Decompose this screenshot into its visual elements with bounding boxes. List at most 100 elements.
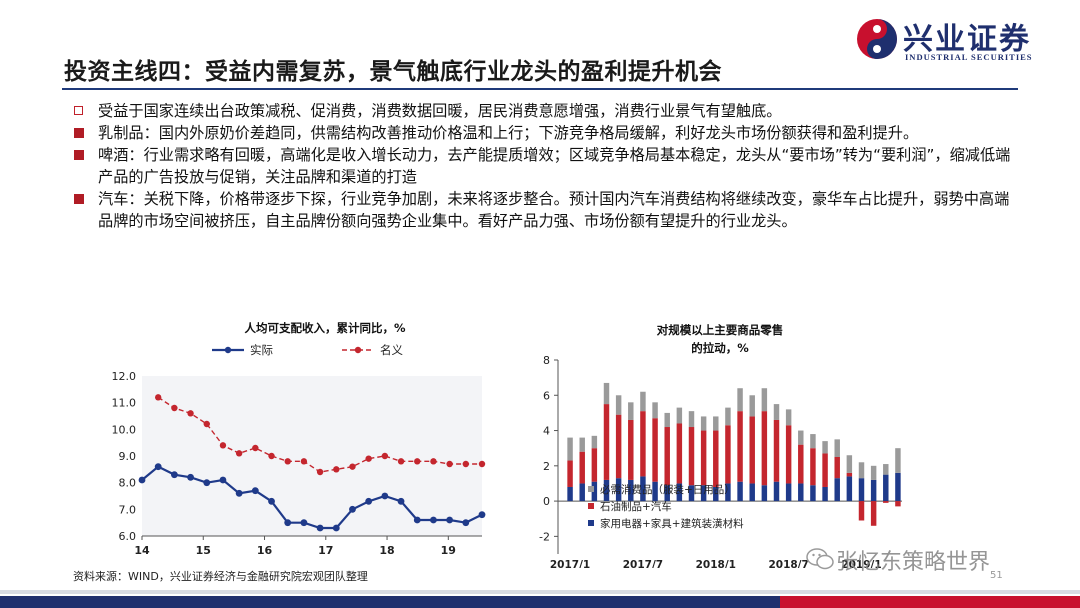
bar-segment-必需消费品（服装+日用品）	[652, 402, 658, 419]
data-point	[187, 410, 194, 417]
bar-segment-必需消费品（服装+日用品）	[676, 407, 683, 424]
bar-segment-石油制品+汽车	[870, 501, 877, 526]
data-point	[462, 519, 470, 527]
legend-label: 石油制品+汽车	[600, 500, 672, 513]
bar-segment-石油制品+汽车	[810, 448, 816, 486]
data-point	[316, 468, 324, 476]
bar-segment-必需消费品（服装+日用品）	[822, 441, 828, 454]
y-tick-label: 6	[543, 389, 550, 402]
bar-segment-石油制品+汽车	[749, 416, 755, 484]
bar-segment-必需消费品（服装+日用品）	[834, 439, 840, 457]
data-point	[171, 404, 178, 412]
bar-segment-石油制品+汽车	[822, 453, 828, 487]
series-line-实际	[141, 465, 483, 530]
data-point	[397, 458, 405, 465]
bar-segment-家用电器+家具+建筑装潢材料	[567, 486, 573, 502]
legend-swatch	[588, 486, 594, 492]
bar-segment-石油制品+汽车	[883, 501, 889, 503]
income-growth-line-chart: 人均可支配收入，累计同比，% 实际 名义 6.0 7.0 8.0 9.0 10.0 11.0…	[112, 321, 486, 557]
data-point	[187, 473, 194, 481]
data-point	[446, 460, 453, 468]
data-point	[365, 497, 373, 505]
bar-segment-家用电器+家具+建筑装潢材料	[725, 483, 731, 502]
x-tick-label: 14	[134, 544, 150, 557]
data-point	[268, 497, 275, 505]
bullet-item: 汽车：关税下降，价格带逐步下探，行业竞争加剧，未来将逐步整合。预计国内汽车消费结…	[72, 188, 1012, 232]
bar-segment-家用电器+家具+建筑装潢材料	[652, 481, 658, 502]
bar-segment-必需消费品（服装+日用品）	[591, 435, 598, 449]
bar-segment-必需消费品（服装+日用品）	[700, 416, 707, 431]
legend-label: 家用电器+家具+建筑装潢材料	[600, 517, 744, 530]
bar-segment-必需消费品（服装+日用品）	[858, 462, 865, 479]
bar-segment-家用电器+家具+建筑装潢材料	[810, 485, 816, 502]
y-tick-label: 2	[543, 460, 550, 473]
data-point	[268, 452, 275, 460]
bar-segment-必需消费品（服装+日用品）	[640, 391, 646, 412]
bar-segment-石油制品+汽车	[798, 444, 804, 484]
data-point	[203, 420, 210, 428]
bar-segment-石油制品+汽车	[603, 404, 610, 480]
data-point	[252, 444, 259, 452]
data-point	[478, 460, 486, 468]
data-point	[381, 492, 389, 500]
y-tick-label: 8	[543, 354, 550, 367]
bullet-item: 受益于国家连续出台政策减税、促消费，消费数据回暖，居民消费意愿增强，消费行业景气…	[72, 100, 1012, 122]
data-point	[414, 458, 421, 465]
bar-segment-必需消费品（服装+日用品）	[567, 437, 573, 461]
data-point	[365, 455, 372, 462]
footer-band	[0, 590, 1080, 608]
bullet-text: 乳制品：国内外原奶价差趋同，供需结构改善推动价格温和上行；下游竞争格局缓解，利好…	[98, 124, 919, 142]
data-point	[154, 463, 162, 471]
bar-segment-必需消费品（服装+日用品）	[761, 388, 768, 412]
data-point	[332, 524, 340, 532]
bullet-solid-square-icon	[74, 150, 84, 160]
data-point	[462, 460, 470, 468]
data-point	[478, 511, 486, 519]
wechat-icon	[806, 548, 834, 570]
watermark-text: 张忆东策略世界	[836, 550, 991, 575]
data-point	[219, 442, 227, 449]
y-tick-label: 12.0	[112, 370, 137, 383]
y-tick-label: 7.0	[119, 503, 137, 516]
y-tick-label: 6.0	[119, 530, 137, 543]
bar-segment-家用电器+家具+建筑装潢材料	[773, 481, 780, 502]
bar-segment-石油制品+汽车	[834, 457, 840, 479]
x-tick-label: 2017/7	[623, 559, 663, 568]
bar-segment-必需消费品（服装+日用品）	[725, 407, 731, 426]
bar-segment-家用电器+家具+建筑装潢材料	[883, 474, 889, 502]
bar-segment-石油制品+汽车	[628, 419, 634, 480]
bar-segment-必需消费品（服装+日用品）	[579, 437, 585, 452]
logo-english-name: INDUSTRIAL SECURITIES	[905, 52, 1033, 62]
bar-segment-家用电器+家具+建筑装潢材料	[603, 479, 610, 502]
x-tick-label: 18	[379, 544, 394, 557]
data-point	[284, 519, 292, 527]
y-tick-label: 10.0	[112, 423, 137, 436]
data-point	[349, 463, 356, 470]
page-number: 51	[990, 570, 1003, 581]
data-point	[333, 466, 340, 473]
bar-segment-家用电器+家具+建筑装潢材料	[846, 476, 853, 502]
data-point	[316, 524, 324, 532]
data-point	[349, 505, 356, 513]
data-point	[430, 516, 437, 524]
bar-segment-必需消费品（服装+日用品）	[846, 455, 853, 473]
x-tick-label: 2018/7	[768, 559, 808, 568]
x-tick-label: 2019/1	[841, 559, 881, 568]
data-point	[413, 516, 421, 524]
y-tick-label: -2	[539, 530, 550, 543]
bar-segment-家用电器+家具+建筑装潢材料	[870, 479, 877, 502]
x-tick-label: 2017/1	[550, 559, 590, 568]
bar-segment-石油制品+汽车	[567, 460, 573, 487]
bullet-text: 汽车：关税下降，价格带逐步下探，行业竞争加剧，未来将逐步整合。预计国内汽车消费结…	[98, 190, 1010, 230]
bar-segment-家用电器+家具+建筑装潢材料	[798, 483, 804, 502]
bar-segment-必需消费品（服装+日用品）	[895, 448, 901, 473]
legend-label: 名义	[380, 343, 403, 357]
bar-segment-家用电器+家具+建筑装潢材料	[822, 486, 828, 502]
bar-segment-石油制品+汽车	[700, 430, 707, 486]
bar-segment-家用电器+家具+建筑装潢材料	[737, 481, 743, 502]
y-tick-label: 4	[543, 425, 550, 438]
page-title: 投资主线四：受益内需复苏，景气触底行业龙头的盈利提升机会	[64, 58, 722, 85]
bar-segment-必需消费品（服装+日用品）	[870, 465, 877, 480]
bar-segment-家用电器+家具+建筑装潢材料	[834, 478, 840, 502]
data-point	[154, 394, 162, 401]
